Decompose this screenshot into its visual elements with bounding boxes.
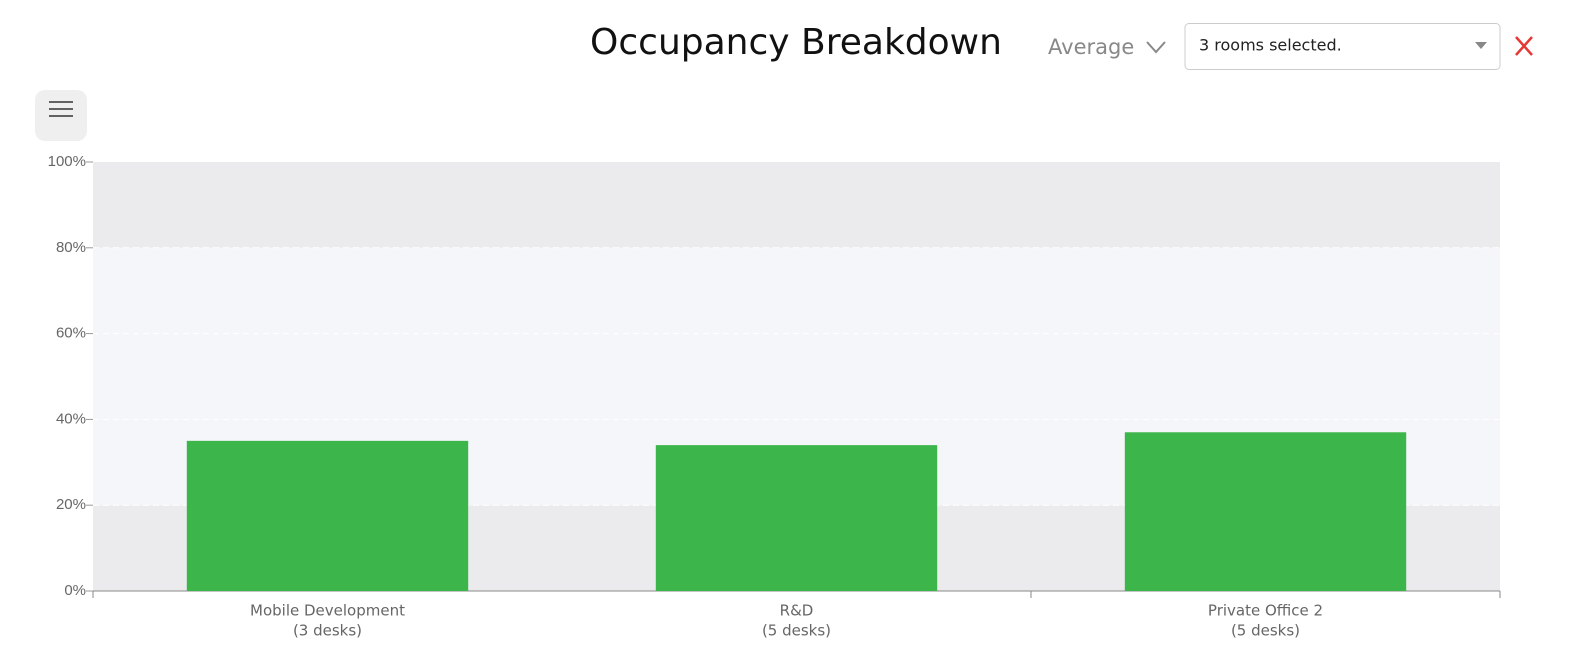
caret-icon: [1475, 42, 1487, 49]
hamburger-icon: [49, 101, 73, 117]
aggregation-dropdown[interactable]: Average: [1048, 35, 1166, 59]
chevron-icon: [1146, 41, 1166, 54]
close-icon: [1515, 36, 1533, 56]
x-tick-label: R&D: [780, 602, 814, 620]
y-tick-label: 80%: [56, 239, 86, 256]
y-tick-label: 0%: [64, 582, 86, 599]
chart-title: Occupancy Breakdown: [590, 22, 1002, 63]
room-select[interactable]: 3 rooms selected.: [1184, 23, 1501, 70]
y-tick-label: 60%: [56, 325, 86, 342]
aggregation-label: Average: [1048, 35, 1134, 59]
y-tick-label: 20%: [56, 496, 86, 513]
x-tick-sublabel: (5 desks): [1231, 622, 1300, 640]
select-box: [1184, 23, 1501, 70]
y-tick-label: 40%: [56, 410, 86, 427]
y-tick-label: 100%: [48, 153, 86, 170]
bar: [1124, 432, 1407, 591]
menu-button[interactable]: [35, 90, 87, 141]
x-tick-label: Private Office 2: [1208, 602, 1323, 620]
plot-area: 0% 20% 40% 60% 80% 100% Mobile Development (3 d…: [48, 153, 1501, 640]
x-tick-sublabel: (5 desks): [762, 622, 831, 640]
x-tick-label: Mobile Development: [250, 602, 405, 620]
clear-button[interactable]: [1515, 36, 1533, 56]
select-text: 3 rooms selected.: [1199, 36, 1342, 55]
bar: [655, 445, 938, 591]
x-tick-sublabel: (3 desks): [293, 622, 362, 640]
plot-band: [93, 162, 1500, 248]
bar: [186, 440, 469, 591]
